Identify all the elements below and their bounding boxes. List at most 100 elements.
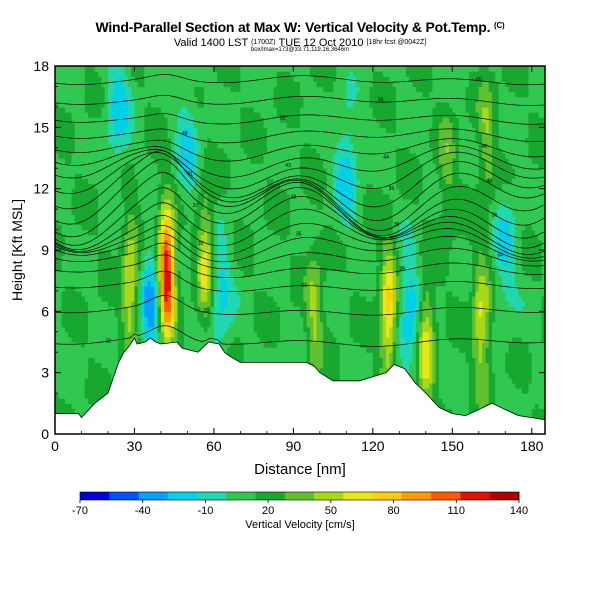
field-cell <box>121 122 126 128</box>
field-cell <box>94 71 99 77</box>
field-cell <box>243 158 248 164</box>
field-cell <box>203 117 208 123</box>
field-cell <box>197 219 202 226</box>
field-cell <box>266 112 271 118</box>
field-cell <box>64 367 69 374</box>
field-cell <box>151 229 155 236</box>
field-cell <box>111 311 116 318</box>
field-cell <box>137 270 142 277</box>
field-cell <box>55 316 59 323</box>
field-cell <box>71 285 76 292</box>
field-cell <box>91 377 96 384</box>
field-cell <box>177 204 182 210</box>
field-cell <box>71 178 76 185</box>
field-cell <box>270 137 275 144</box>
field-cell <box>68 91 73 98</box>
field-cell <box>170 296 175 302</box>
field-cell <box>64 178 69 185</box>
field-cell <box>104 142 109 149</box>
field-cell <box>240 71 245 77</box>
field-cell <box>250 331 255 338</box>
field-cell <box>88 377 93 384</box>
field-cell <box>81 388 86 394</box>
field-cell <box>243 260 248 266</box>
field-cell <box>230 188 235 195</box>
field-cell <box>78 352 83 358</box>
field-cell <box>74 96 79 103</box>
field-cell <box>84 183 89 190</box>
field-cell <box>114 101 119 108</box>
field-cell <box>91 219 96 226</box>
field-cell <box>174 209 179 215</box>
field-cell <box>273 204 278 210</box>
field-cell <box>187 219 192 226</box>
field-cell <box>84 214 89 220</box>
field-cell <box>207 163 212 169</box>
field-cell <box>61 367 66 374</box>
field-cell <box>250 270 255 277</box>
field-cell <box>276 101 281 108</box>
field-cell <box>250 132 255 139</box>
field-cell <box>78 336 83 343</box>
field-cell <box>141 183 145 190</box>
field-cell <box>98 357 102 364</box>
field-cell <box>71 127 76 134</box>
field-cell <box>276 250 281 256</box>
field-cell <box>88 132 93 139</box>
field-cell <box>98 122 102 128</box>
field-cell <box>151 306 155 312</box>
field-cell <box>237 178 242 185</box>
field-cell <box>263 204 268 210</box>
field-cell <box>137 66 142 72</box>
field-cell <box>84 76 89 82</box>
field-cell <box>247 224 251 231</box>
field-cell <box>220 173 225 180</box>
field-cell <box>61 127 66 134</box>
field-cell <box>273 209 278 215</box>
field-cell <box>260 244 265 251</box>
field-cell <box>197 239 202 246</box>
field-cell <box>117 311 122 318</box>
field-cell <box>210 147 215 154</box>
field-cell <box>187 321 192 328</box>
field-cell <box>121 91 126 98</box>
field-cell <box>276 321 281 328</box>
field-cell <box>55 86 59 93</box>
field-cell <box>180 158 185 164</box>
field-cell <box>180 71 185 77</box>
field-cell <box>170 285 175 292</box>
field-cell <box>71 377 76 384</box>
field-cell <box>141 163 145 169</box>
field-cell <box>213 183 218 190</box>
field-cell <box>78 209 83 215</box>
field-cell <box>151 163 155 169</box>
field-cell <box>250 265 255 272</box>
field-cell <box>263 239 268 246</box>
field-cell <box>207 193 212 200</box>
field-cell <box>127 209 132 215</box>
field-cell <box>180 163 185 169</box>
field-cell <box>190 331 195 338</box>
field-cell <box>127 91 132 98</box>
field-cell <box>141 152 145 159</box>
field-cell <box>68 163 73 169</box>
field-cell <box>107 270 112 277</box>
field-cell <box>280 76 285 82</box>
field-cell <box>217 91 222 98</box>
field-cell <box>270 326 275 333</box>
field-cell <box>111 198 116 205</box>
field-cell <box>121 209 126 215</box>
field-cell <box>180 142 185 149</box>
field-cell <box>78 152 83 159</box>
field-cell <box>81 398 86 404</box>
field-cell <box>58 255 63 261</box>
field-cell <box>144 234 149 241</box>
field-cell <box>174 142 179 149</box>
field-cell <box>111 214 116 220</box>
field-cell <box>114 342 119 348</box>
field-cell <box>71 316 76 323</box>
field-cell <box>167 106 172 113</box>
field-cell <box>134 163 139 169</box>
field-cell <box>101 311 106 318</box>
field-cell <box>64 163 69 169</box>
